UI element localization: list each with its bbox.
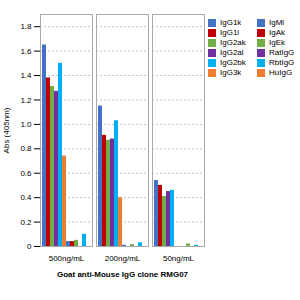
svg-text:0.8: 0.8 [20, 144, 32, 153]
svg-text:Goat anti-Mouse IgG clone RMG0: Goat anti-Mouse IgG clone RMG07 [57, 270, 189, 279]
html-text:HuIgG: HuIgG [269, 68, 293, 77]
html-text:IgG2al: IgG2al [220, 48, 244, 57]
svg-text:Abs (405nm): Abs (405nm) [2, 107, 11, 153]
html-text:IgG2ak: IgG2ak [220, 38, 246, 47]
html-text:IgG1l: IgG1l [220, 28, 240, 37]
svg-text:0.2: 0.2 [20, 218, 32, 227]
html-text:IgMl: IgMl [269, 18, 285, 27]
svg-text:1.8: 1.8 [20, 22, 32, 31]
svg-text:50ng/mL: 50ng/mL [163, 254, 195, 263]
svg-text:1.0: 1.0 [20, 120, 32, 129]
svg-text:0.4: 0.4 [20, 193, 32, 202]
html-text:IgG2bk: IgG2bk [220, 58, 246, 67]
html-text:IgAk: IgAk [269, 28, 285, 37]
svg-text:200ng/mL: 200ng/mL [105, 254, 141, 263]
html-text:IgEk: IgEk [269, 38, 285, 47]
html-text:RbtIgG: RbtIgG [269, 58, 295, 67]
svg-text:0.6: 0.6 [20, 169, 32, 178]
svg-text:1.6: 1.6 [20, 47, 32, 56]
svg-text:1.4: 1.4 [20, 71, 32, 80]
svg-text:500ng/mL: 500ng/mL [49, 254, 85, 263]
html-text:RatIgG: RatIgG [269, 48, 295, 57]
svg-text:1.2: 1.2 [20, 96, 32, 105]
html-text:IgG1k: IgG1k [220, 18, 242, 27]
html-text:IgG3k: IgG3k [220, 68, 242, 77]
svg-text:0: 0 [27, 242, 32, 251]
